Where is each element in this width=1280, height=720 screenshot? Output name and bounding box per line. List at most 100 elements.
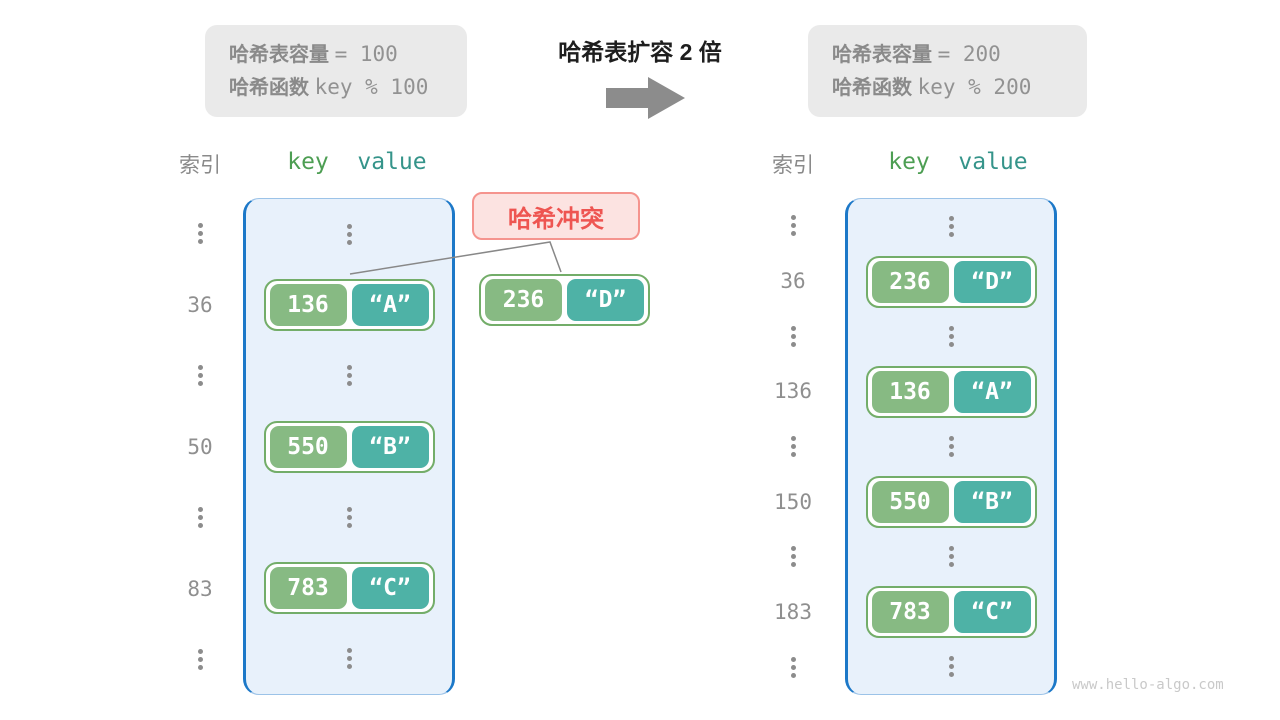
left-hash-table: 136 “A” 550 “B” 783 “C” (243, 198, 455, 695)
hash-function-label: 哈希函数 (229, 76, 309, 99)
right-value-header: value (958, 149, 1028, 175)
key-value-pair: 550 “B” (865, 475, 1037, 528)
index-label-row: 36 (169, 269, 231, 340)
ellipsis-row (246, 199, 452, 270)
after-capacity-box: 哈希表容量 = 200 哈希函数 key % 200 (808, 25, 1087, 117)
hash-function-line: 哈希函数 key % 200 (832, 75, 1087, 100)
left-index-header: 索引 (179, 154, 221, 177)
vertical-ellipsis-icon (790, 656, 796, 678)
vertical-ellipsis-icon (948, 656, 954, 677)
vertical-ellipsis-icon (948, 216, 954, 237)
watermark: www.hello-algo.com (1072, 677, 1224, 693)
vertical-ellipsis-icon (790, 435, 796, 457)
vertical-ellipsis-icon (790, 215, 796, 237)
right-hash-table: 236 “D” 136 “A” 550 “B” 783 “C” (845, 198, 1057, 695)
vertical-ellipsis-icon (197, 507, 203, 528)
key-value-pair: 783 “C” (263, 561, 435, 614)
ellipsis-row (762, 640, 824, 695)
index-label-row: 183 (762, 585, 824, 640)
arrow-right-icon (606, 76, 686, 120)
index-label-row: 50 (169, 411, 231, 482)
index-label: 36 (187, 292, 213, 317)
bucket-row: 550 “B” (848, 474, 1054, 529)
colliding-key-value-pair: 236 “D” (479, 274, 650, 326)
ellipsis-row (848, 199, 1054, 254)
value-cell: “C” (351, 566, 429, 609)
capacity-line: 哈希表容量 = 100 (229, 42, 467, 67)
value-cell: “D” (953, 260, 1031, 303)
key-cell: 550 (269, 425, 347, 468)
ellipsis-row (246, 340, 452, 411)
ellipsis-row (848, 419, 1054, 474)
index-label: 183 (774, 600, 812, 625)
bucket-row: 783 “C” (246, 553, 452, 624)
key-value-pair: 783 “C” (865, 585, 1037, 638)
vertical-ellipsis-icon (790, 546, 796, 568)
left-key-header: key (287, 149, 329, 175)
left-index-column: 36 50 83 (169, 198, 231, 695)
hash-function-value: key % 100 (314, 74, 429, 99)
index-label: 36 (780, 268, 806, 293)
hash-function-label: 哈希函数 (832, 76, 912, 99)
bucket-row: 136 “A” (848, 364, 1054, 419)
vertical-ellipsis-icon (346, 506, 352, 528)
left-value-header: value (357, 149, 427, 175)
value-cell: “B” (351, 425, 429, 468)
index-label-row: 36 (762, 253, 824, 308)
key-cell: 136 (871, 370, 949, 413)
bucket-row: 783 “C” (848, 584, 1054, 639)
bucket-row: 236 “D” (848, 254, 1054, 309)
key-value-pair: 136 “A” (865, 365, 1037, 418)
ellipsis-row (169, 624, 231, 695)
key-value-pair: 236 “D” (865, 255, 1037, 308)
key-cell: 136 (269, 284, 347, 327)
ellipsis-row (848, 309, 1054, 364)
ellipsis-row (848, 639, 1054, 694)
key-cell: 783 (269, 566, 347, 609)
ellipsis-row (762, 198, 824, 253)
capacity-value: = 100 (334, 42, 398, 67)
before-capacity-box: 哈希表容量 = 100 哈希函数 key % 100 (205, 25, 467, 117)
index-label-row: 136 (762, 364, 824, 419)
hash-function-value: key % 200 (917, 74, 1032, 99)
key-cell: 236 (485, 279, 562, 321)
ellipsis-row (246, 482, 452, 553)
index-label: 83 (187, 576, 213, 601)
index-label-row: 83 (169, 553, 231, 624)
index-label: 150 (774, 489, 812, 514)
right-index-header: 索引 (772, 154, 814, 177)
vertical-ellipsis-icon (948, 326, 954, 347)
resize-title: 哈希表扩容 2 倍 (558, 39, 722, 65)
value-cell: “D” (567, 279, 644, 321)
index-label: 50 (187, 434, 213, 459)
right-index-column: 36 136 150 183 (762, 198, 824, 695)
capacity-label: 哈希表容量 (832, 44, 932, 67)
ellipsis-row (169, 198, 231, 269)
key-cell: 783 (871, 590, 949, 633)
index-label: 136 (774, 379, 812, 404)
ellipsis-row (848, 529, 1054, 584)
ellipsis-row (762, 419, 824, 474)
vertical-ellipsis-icon (197, 365, 203, 386)
index-label-row: 150 (762, 474, 824, 529)
vertical-ellipsis-icon (346, 648, 352, 670)
right-key-header: key (888, 149, 930, 175)
key-value-pair: 136 “A” (263, 279, 435, 332)
vertical-ellipsis-icon (346, 223, 352, 245)
bucket-row: 550 “B” (246, 411, 452, 482)
key-value-pair: 550 “B” (263, 420, 435, 473)
vertical-ellipsis-icon (346, 365, 352, 387)
ellipsis-row (246, 623, 452, 694)
ellipsis-row (169, 340, 231, 411)
vertical-ellipsis-icon (948, 436, 954, 457)
hash-function-line: 哈希函数 key % 100 (229, 75, 467, 100)
ellipsis-row (762, 308, 824, 363)
capacity-label: 哈希表容量 (229, 44, 329, 67)
value-cell: “A” (351, 284, 429, 327)
vertical-ellipsis-icon (790, 325, 796, 347)
ellipsis-row (762, 529, 824, 584)
key-cell: 236 (871, 260, 949, 303)
capacity-value: = 200 (937, 42, 1001, 67)
vertical-ellipsis-icon (197, 649, 203, 670)
capacity-line: 哈希表容量 = 200 (832, 42, 1087, 67)
